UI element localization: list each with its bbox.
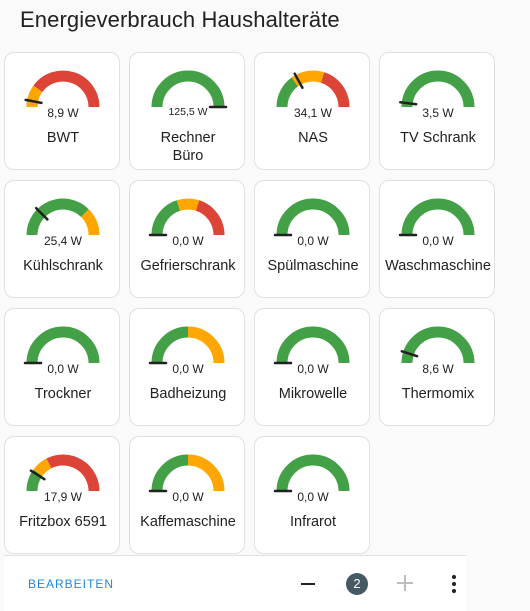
gauge-name: Kühlschrank xyxy=(23,258,103,274)
gauge-card[interactable]: 0,0 W Spülmaschine xyxy=(254,180,370,298)
gauge-band-green xyxy=(401,198,475,236)
gauge-band-red xyxy=(33,70,100,108)
gauge-value: 8,9 W xyxy=(47,106,79,120)
gauge-dial xyxy=(151,70,228,109)
gauge-dial xyxy=(23,326,100,365)
edit-button[interactable]: BEARBEITEN xyxy=(28,577,115,591)
gauge-band-green xyxy=(151,70,225,108)
gauge-card[interactable]: 8,9 W BWT xyxy=(4,52,120,170)
gauge-value: 0,0 W xyxy=(47,362,79,376)
gauge-band-orange xyxy=(33,458,52,477)
gauge-name: Waschmaschine xyxy=(385,258,491,274)
gauge-band-green xyxy=(276,326,350,364)
gauge-band-orange xyxy=(291,70,325,87)
gauge-name: Infrarot xyxy=(290,514,336,530)
gauge-value: 0,0 W xyxy=(297,362,329,376)
minus-icon[interactable] xyxy=(301,583,315,585)
gauge-dial xyxy=(276,70,350,108)
gauge-card[interactable]: 0,0 W Mikrowelle xyxy=(254,308,370,426)
gauge-value: 3,5 W xyxy=(422,106,454,120)
plus-icon[interactable] xyxy=(396,574,414,592)
gauge-name: Spülmaschine xyxy=(267,258,359,274)
gauge-band-green xyxy=(401,326,475,364)
gauge-band-green xyxy=(276,198,350,236)
gauge-dial xyxy=(26,198,100,236)
gauge-card[interactable]: 0,0 W Infrarot xyxy=(254,436,370,554)
gauge-band-green xyxy=(276,454,350,492)
gauge-value: 8,6 W xyxy=(422,362,454,376)
gauge-name: Rechner Büro xyxy=(160,130,216,164)
gauge-needle xyxy=(400,350,419,358)
more-vert-icon[interactable] xyxy=(452,575,456,593)
gauge-band-green xyxy=(401,70,475,108)
card-editor-footer: BEARBEITEN 2 xyxy=(4,555,466,611)
page-title: Energieverbrauch Haushalteräte xyxy=(20,7,340,32)
gauge-value: 0,0 W xyxy=(422,234,454,248)
gauge-band-green xyxy=(151,200,181,236)
gauge-name: Trockner xyxy=(34,386,92,402)
gauge-dial xyxy=(148,454,225,493)
gauge-dial xyxy=(273,198,350,237)
gauge-band-red xyxy=(320,72,350,108)
gauge-needle xyxy=(293,72,304,89)
gauge-band-green xyxy=(26,326,100,364)
gauge-name: Fritzbox 6591 xyxy=(19,514,107,530)
gauge-dial xyxy=(400,326,475,364)
gauge-name: Kaffemaschine xyxy=(140,514,236,530)
gauge-value: 0,0 W xyxy=(297,234,329,248)
gauge-band-orange xyxy=(187,454,225,492)
gauge-dial xyxy=(26,454,100,492)
gauge-name: Badheizung xyxy=(149,386,227,402)
gauge-card[interactable]: 0,0 W Gefrierschrank xyxy=(129,180,245,298)
gauge-needle xyxy=(24,98,43,105)
gauge-value: 0,0 W xyxy=(172,362,204,376)
gauge-dial xyxy=(273,326,350,365)
gauge-card[interactable]: 0,0 W Badheizung xyxy=(129,308,245,426)
gauge-name: Thermomix xyxy=(401,386,475,402)
gauge-card[interactable]: 25,4 W Kühlschrank xyxy=(4,180,120,298)
gauge-card[interactable]: 34,1 W NAS xyxy=(254,52,370,170)
gauge-needle xyxy=(34,206,49,221)
gauge-name: NAS xyxy=(298,130,328,146)
gauge-band-red xyxy=(46,454,100,492)
gauge-band-green xyxy=(276,77,299,108)
page-number-badge: 2 xyxy=(346,573,368,595)
gauge-band-green xyxy=(26,198,89,236)
gauge-value: 0,0 W xyxy=(172,234,204,248)
gauge-name: Mikrowelle xyxy=(278,386,348,402)
gauge-dial xyxy=(148,198,225,237)
gauge-band-orange xyxy=(26,85,43,108)
gauge-name: BWT xyxy=(46,130,80,146)
gauge-band-red xyxy=(195,200,225,236)
gauge-value: 125,5 W xyxy=(168,106,208,118)
gauge-value: 25,4 W xyxy=(43,234,82,248)
gauge-value: 0,0 W xyxy=(172,490,204,504)
gauge-dial xyxy=(398,198,475,237)
gauge-dial xyxy=(399,70,475,108)
gauge-needle xyxy=(399,100,418,106)
gauge-card[interactable]: 3,5 W TV Schrank xyxy=(379,52,495,170)
gauge-name: Gefrierschrank xyxy=(140,258,236,274)
gauge-card[interactable]: 17,9 W Fritzbox 6591 xyxy=(4,436,120,554)
gauge-needle xyxy=(29,469,46,481)
gauge-band-orange xyxy=(80,209,100,236)
gauge-card[interactable]: 8,6 W Thermomix xyxy=(379,308,495,426)
gauge-name: TV Schrank xyxy=(400,130,476,146)
gauge-band-orange xyxy=(176,198,200,211)
gauge-value: 34,1 W xyxy=(293,106,332,120)
gauge-card[interactable]: 0,0 W Kaffemaschine xyxy=(129,436,245,554)
gauge-dial xyxy=(273,454,350,493)
gauge-card[interactable]: 0,0 W Trockner xyxy=(4,308,120,426)
gauge-card[interactable]: 125,5 W Rechner Büro xyxy=(129,52,245,170)
gauge-dial xyxy=(148,326,225,365)
gauge-card[interactable]: 0,0 W Waschmaschine xyxy=(379,180,495,298)
gauge-value: 17,9 W xyxy=(43,490,82,504)
gauge-band-green xyxy=(26,469,43,492)
gauge-band-green xyxy=(151,454,189,492)
gauge-band-green xyxy=(151,326,189,364)
gauge-band-orange xyxy=(187,326,225,364)
gauge-dial xyxy=(24,70,100,108)
gauge-value: 0,0 W xyxy=(297,490,329,504)
